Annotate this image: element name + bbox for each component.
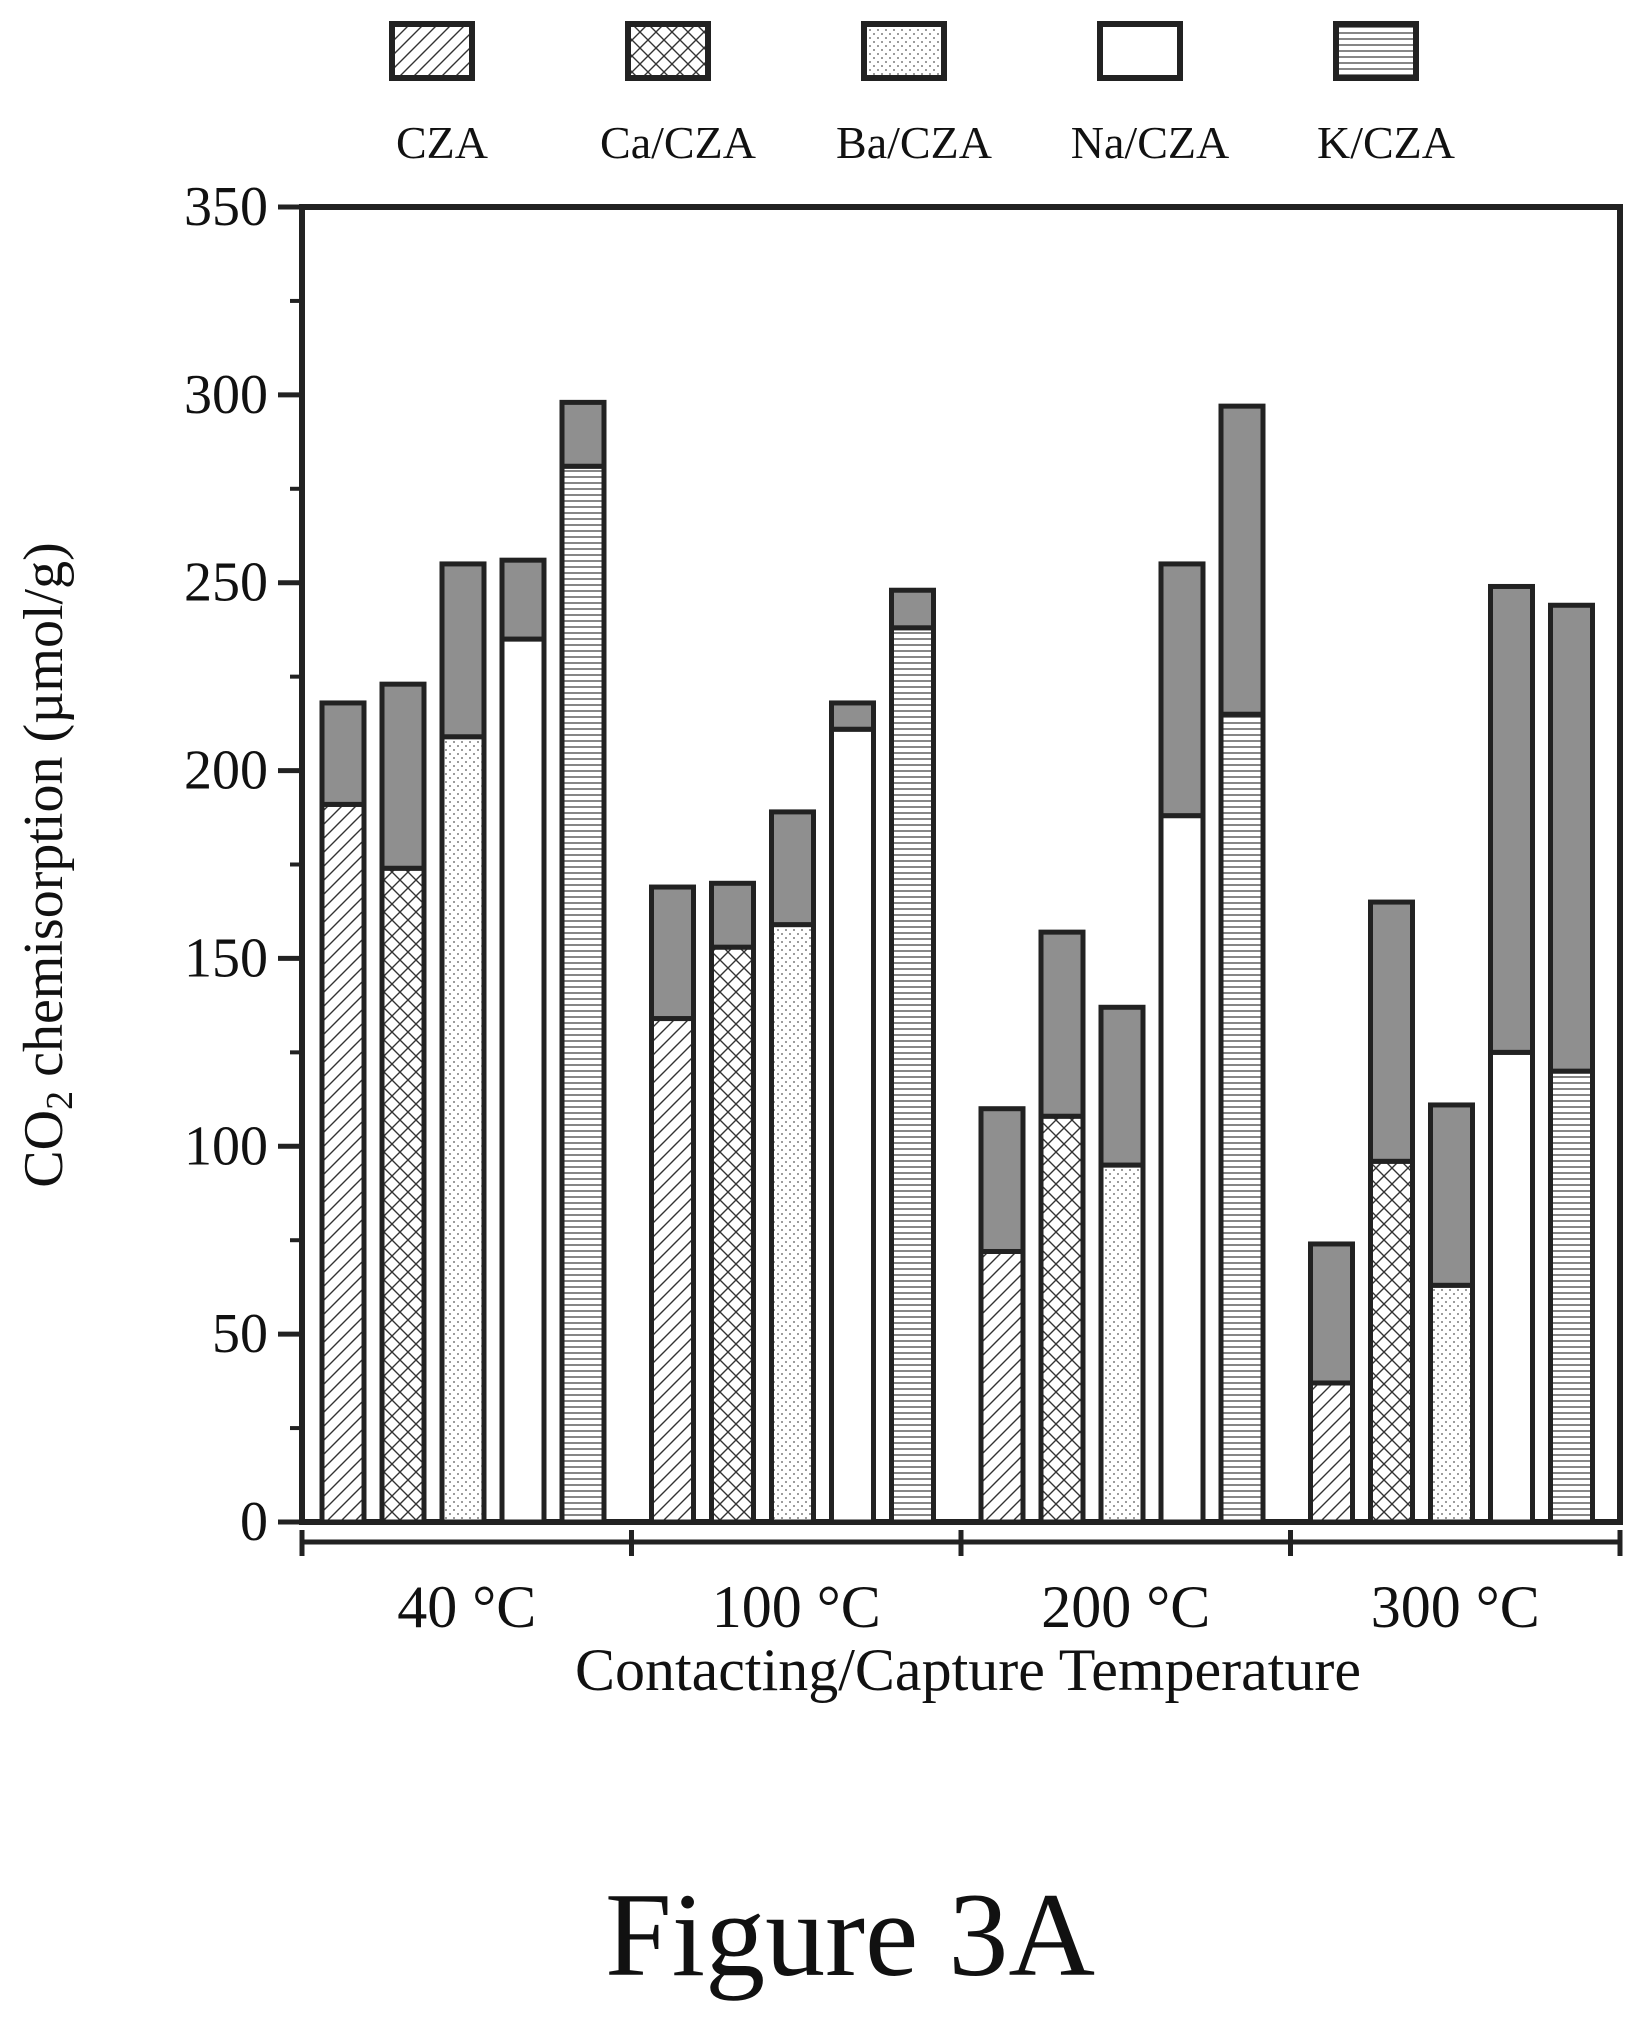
legend-swatch xyxy=(389,21,475,81)
y-tick-label: 300 xyxy=(184,364,268,426)
bar-base xyxy=(978,1248,1026,1525)
x-axis: 40 °C 100 °C 200 °C 300 °C xyxy=(299,1530,1623,1640)
bar-upper xyxy=(1158,561,1206,819)
bar-base xyxy=(379,865,427,1525)
legend-label: Na/CZA xyxy=(1071,117,1229,168)
y-axis-label: CO2 chemisorption (µmol/g) xyxy=(13,542,81,1187)
y-tick-label: 250 xyxy=(184,552,268,614)
legend-swatch xyxy=(625,21,711,81)
bar-upper xyxy=(1218,403,1266,717)
legend-swatch xyxy=(1333,21,1419,81)
bar-upper xyxy=(1368,899,1415,1164)
bar-upper xyxy=(978,1106,1026,1254)
y-tick-label: 100 xyxy=(184,1115,268,1177)
y-tick-label: 200 xyxy=(184,740,268,802)
legend-label: K/CZA xyxy=(1317,117,1455,168)
bar-base xyxy=(1308,1380,1355,1525)
bar-base xyxy=(1368,1158,1415,1525)
bar-base xyxy=(649,1016,696,1525)
legend-label: Ba/CZA xyxy=(836,117,992,168)
y-tick-label: 50 xyxy=(212,1303,268,1365)
bar-base xyxy=(889,625,936,1525)
bar-base xyxy=(709,944,756,1525)
plot-area xyxy=(299,204,1623,1525)
bar-base xyxy=(1428,1282,1475,1525)
bar-base xyxy=(829,726,876,1525)
x-axis-label: Contacting/Capture Temperature xyxy=(575,1637,1361,1703)
bar-upper xyxy=(1488,583,1535,1055)
bar-upper xyxy=(559,399,607,469)
legend-label: CZA xyxy=(396,117,488,168)
bar-upper xyxy=(319,700,367,807)
legend: CZA Ca/CZA Ba/CZA Na/CZA K/CZA xyxy=(389,21,1455,168)
bar-base xyxy=(499,636,547,1525)
bar-upper xyxy=(499,557,547,642)
bar-base xyxy=(769,922,816,1525)
bar-upper xyxy=(1038,929,1086,1119)
bar-upper xyxy=(829,700,876,732)
bar-base xyxy=(1098,1162,1146,1525)
bar-base xyxy=(1488,1049,1535,1525)
y-tick-label: 0 xyxy=(240,1491,268,1553)
legend-label: Ca/CZA xyxy=(600,117,756,168)
legend-swatch xyxy=(861,21,947,81)
bar-upper xyxy=(1548,602,1595,1074)
y-tick-label: 150 xyxy=(184,927,268,989)
bar-base xyxy=(1548,1068,1595,1525)
x-tick-label: 100 °C xyxy=(712,1574,881,1640)
x-tick-label: 40 °C xyxy=(397,1574,536,1640)
x-tick-label: 200 °C xyxy=(1041,1574,1210,1640)
legend-swatch xyxy=(1097,21,1183,81)
bar-base xyxy=(1218,711,1266,1525)
bar-base xyxy=(559,463,607,1525)
bar-upper xyxy=(769,809,816,928)
bar-base xyxy=(1158,813,1206,1525)
bar-base xyxy=(439,734,487,1525)
bar-upper xyxy=(1428,1102,1475,1288)
bar-upper xyxy=(709,880,756,950)
figure-label: Figure 3A xyxy=(605,1868,1095,2001)
bar-upper xyxy=(379,681,427,871)
bar-upper xyxy=(439,561,487,740)
x-tick-label: 300 °C xyxy=(1371,1574,1540,1640)
bar-base xyxy=(1038,1113,1086,1525)
bar-upper xyxy=(889,587,936,631)
bar-upper xyxy=(1098,1004,1146,1168)
bar-upper xyxy=(649,884,696,1022)
y-axis: 0 50 100 150 200 250 300 350 xyxy=(184,176,302,1553)
bar-base xyxy=(319,801,367,1525)
bar-upper xyxy=(1308,1241,1355,1386)
y-tick-label: 350 xyxy=(184,176,268,238)
